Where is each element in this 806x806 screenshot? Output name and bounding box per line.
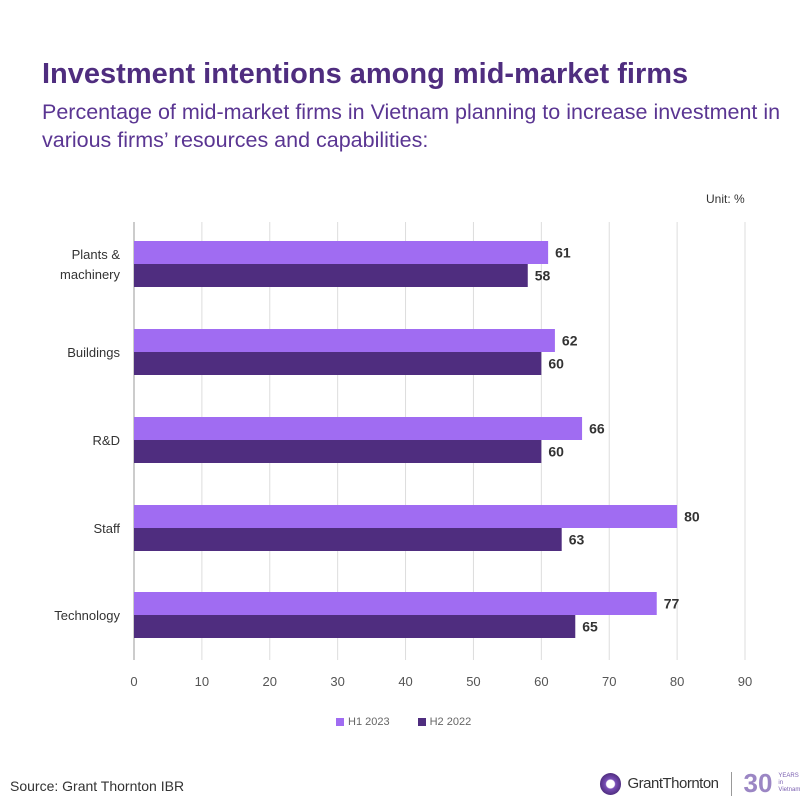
data-label: 65 <box>582 619 598 635</box>
x-tick-label: 20 <box>263 674 277 689</box>
logo-years-label: YEARS <box>778 773 799 779</box>
legend-item-h2-2022: H2 2022 <box>417 716 472 728</box>
bar <box>134 440 542 463</box>
logo-name: GrantThornton <box>627 775 719 792</box>
x-tick-label: 50 <box>466 674 480 689</box>
data-label: 61 <box>555 245 571 261</box>
logo-years: 30 <box>743 768 773 798</box>
legend: H1 2023 H2 2022 <box>336 716 471 728</box>
data-label: 80 <box>684 509 700 525</box>
bar <box>134 352 542 375</box>
data-label: 77 <box>664 596 680 612</box>
data-label: 60 <box>548 356 564 372</box>
grant-thornton-logo: GrantThornton 30 YEARS in Vietnam <box>600 768 806 799</box>
data-label: 62 <box>562 333 578 349</box>
bar <box>134 264 528 287</box>
x-tick-label: 80 <box>670 674 684 689</box>
logo-divider <box>730 771 732 796</box>
category-label: machinery <box>60 267 120 282</box>
bar <box>134 329 555 352</box>
bar <box>134 241 549 264</box>
legend-swatch <box>336 718 344 726</box>
data-label: 60 <box>548 444 564 460</box>
logo-years-sub: in Vietnam <box>778 780 801 793</box>
bar <box>134 505 678 528</box>
x-tick-label: 40 <box>398 674 412 689</box>
category-label: Plants & <box>72 247 121 262</box>
legend-label: H1 2023 <box>348 716 390 728</box>
data-label: 63 <box>569 532 585 548</box>
data-label: 58 <box>535 268 551 284</box>
x-tick-label: 70 <box>602 674 616 689</box>
x-tick-label: 30 <box>330 674 344 689</box>
category-label: Technology <box>54 608 120 623</box>
bar <box>134 615 576 638</box>
x-tick-label: 0 <box>130 674 137 689</box>
bar <box>134 417 583 440</box>
x-tick-label: 60 <box>534 674 548 689</box>
data-label: 66 <box>589 421 605 437</box>
logo-years-text: YEARS in Vietnam <box>778 773 806 794</box>
legend-swatch <box>417 718 426 726</box>
chart-subtitle: Percentage of mid-market firms in Vietna… <box>42 100 781 152</box>
legend-item-h1-2023: H1 2023 <box>336 716 390 728</box>
bar <box>134 528 562 551</box>
chart-title: Investment intentions among mid-market f… <box>42 58 689 90</box>
category-label: R&D <box>93 433 120 448</box>
source-note: Source: Grant Thornton IBR <box>10 778 185 794</box>
category-label: Buildings <box>67 345 120 360</box>
bar <box>134 592 657 615</box>
category-label: Staff <box>93 521 120 536</box>
legend-label: H2 2022 <box>429 716 472 728</box>
logo-mark-icon <box>600 772 622 795</box>
x-tick-label: 10 <box>195 674 209 689</box>
x-tick-label: 90 <box>738 674 752 689</box>
unit-label: Unit: % <box>706 192 745 206</box>
